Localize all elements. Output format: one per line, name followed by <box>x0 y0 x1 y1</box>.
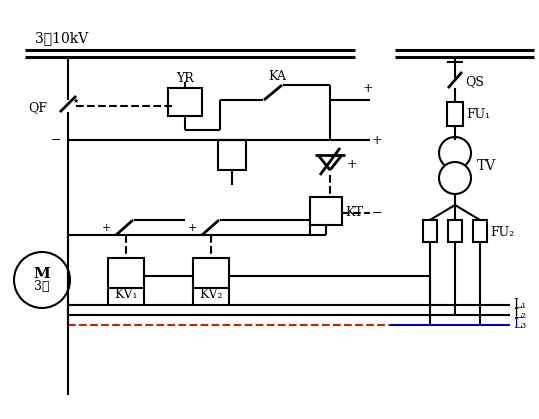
Text: L₁: L₁ <box>513 298 526 311</box>
Text: FU₂: FU₂ <box>490 225 514 238</box>
Text: L₃: L₃ <box>513 318 526 331</box>
Text: YR: YR <box>176 72 194 85</box>
Text: +: + <box>347 158 357 171</box>
Text: KA: KA <box>268 70 286 83</box>
Text: QF: QF <box>28 101 47 114</box>
Circle shape <box>14 252 70 308</box>
Text: 3～: 3～ <box>34 280 50 293</box>
Bar <box>448 220 462 242</box>
Text: FU₁: FU₁ <box>466 109 490 122</box>
Text: +: + <box>188 223 197 233</box>
Bar <box>423 220 437 242</box>
Text: 3～10kV: 3～10kV <box>35 31 88 45</box>
Text: KV₁: KV₁ <box>114 289 138 302</box>
Bar <box>473 220 487 242</box>
Circle shape <box>439 162 471 194</box>
Circle shape <box>439 137 471 169</box>
Text: ★: ★ <box>73 98 79 104</box>
Text: L₂: L₂ <box>513 308 526 321</box>
Bar <box>168 88 202 116</box>
Bar <box>218 140 246 170</box>
Text: M: M <box>33 267 51 281</box>
Bar <box>447 102 463 126</box>
Text: −: − <box>51 134 61 147</box>
Text: QS: QS <box>465 75 484 88</box>
Text: +: + <box>372 134 383 147</box>
Text: KV₂: KV₂ <box>199 289 223 302</box>
Text: −: − <box>372 207 383 220</box>
Bar <box>108 258 144 288</box>
Text: +: + <box>363 82 374 95</box>
Bar <box>193 258 229 288</box>
Text: KT: KT <box>345 207 363 220</box>
Text: +: + <box>102 223 112 233</box>
Bar <box>310 197 342 225</box>
Text: TV: TV <box>477 159 496 173</box>
